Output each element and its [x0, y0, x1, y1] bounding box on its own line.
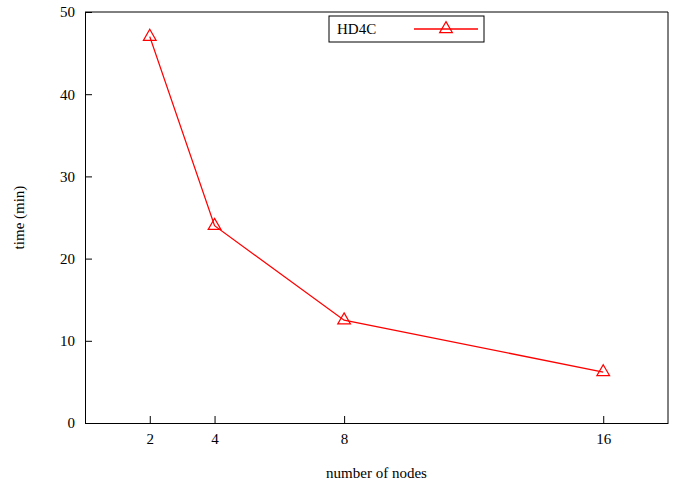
tick: 10 [60, 333, 92, 349]
tick-mark [344, 416, 345, 423]
marker [208, 218, 221, 229]
tick-label: 40 [60, 87, 75, 103]
tick-mark [85, 259, 92, 260]
tick-label: 50 [60, 4, 75, 20]
tick: 50 [60, 4, 92, 20]
tick-mark [215, 416, 216, 423]
marker [338, 313, 351, 324]
legend: HD4C [329, 16, 484, 42]
tick-mark [85, 94, 92, 95]
tick: 40 [60, 87, 92, 103]
legend-box [329, 16, 484, 42]
tick-label: 30 [60, 169, 75, 185]
series-line [150, 37, 603, 372]
tick-mark [603, 416, 604, 423]
tick-mark [150, 416, 151, 423]
tick-label: 2 [147, 431, 155, 447]
data [143, 29, 609, 375]
legend-marker [440, 22, 453, 33]
tick: 4 [211, 416, 219, 447]
marker [143, 29, 156, 40]
y-axis: 0 10 20 30 40 50 [60, 4, 92, 431]
tick: 30 [60, 169, 92, 185]
x-axis: 2 4 8 16 [86, 416, 669, 447]
tick-label: 4 [211, 431, 219, 447]
axis-line [85, 13, 86, 424]
tick-label: 8 [341, 431, 349, 447]
legend-label: HD4C [337, 21, 376, 37]
frame [85, 12, 668, 13]
tick: 20 [60, 251, 92, 267]
tick-mark [85, 423, 92, 424]
frame [668, 12, 669, 423]
tick: 16 [596, 416, 612, 447]
tick-label: 16 [596, 431, 612, 447]
chart: 2 4 8 16 0 10 20 30 40 50 HD4C number of nodes time … [0, 0, 678, 494]
y-axis-title: time (min) [11, 186, 28, 250]
tick-mark [85, 341, 92, 342]
tick-label: 20 [60, 251, 75, 267]
tick-mark [85, 12, 92, 13]
legend-swatch [414, 28, 478, 29]
plot: 2 4 8 16 0 10 20 30 40 50 HD4C [60, 4, 669, 446]
tick: 0 [68, 415, 93, 431]
tick-label: 10 [60, 333, 75, 349]
marker [597, 365, 610, 376]
axis-line [86, 423, 669, 424]
tick-mark [85, 176, 92, 177]
tick-label: 0 [68, 415, 76, 431]
x-axis-title: number of nodes [326, 465, 427, 481]
tick: 8 [341, 416, 349, 447]
tick: 2 [147, 416, 155, 447]
